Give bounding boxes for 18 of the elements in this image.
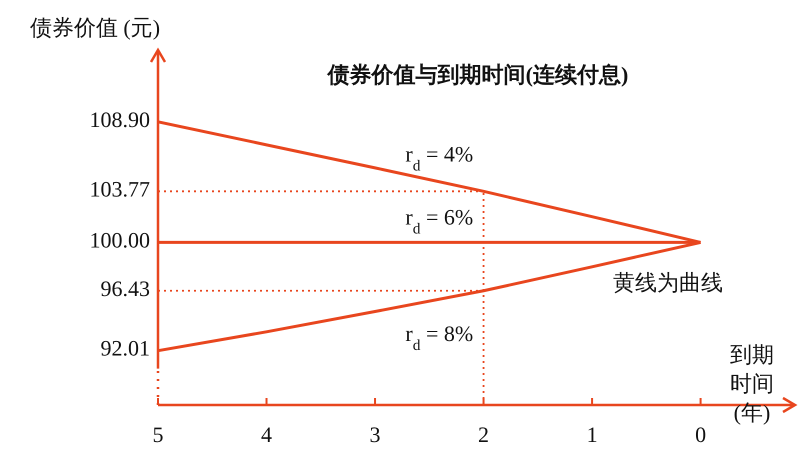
series-label: r$_{d}$ = 6% [405, 204, 474, 237]
x-tick-label: 4 [261, 422, 272, 447]
y-tick-label: 100.00 [90, 226, 150, 252]
y-tick-label: 96.43 [100, 275, 150, 300]
x-tick-label: 3 [370, 422, 381, 447]
y-axis-title: 债券价值 (元) [30, 15, 160, 40]
x-tick-label: 0 [695, 422, 706, 447]
text: 债券价值与到期时间(连续付息) [326, 62, 628, 87]
y-tick-label: 103.77 [90, 176, 150, 201]
annotation: 黄线为曲线 [613, 270, 723, 295]
y-tick-label: 108.90 [90, 106, 150, 132]
series-label: r$_{d}$ = 4% [405, 142, 474, 174]
x-axis-title: 到期时间 (年) [730, 342, 774, 425]
x-tick-label: 2 [478, 422, 490, 447]
y-tick-label: 92.01 [100, 335, 150, 360]
series-label: r$_{d}$ = 8% [405, 321, 474, 354]
x-tick-label: 5 [152, 422, 164, 447]
x-tick-label: 1 [586, 422, 598, 447]
